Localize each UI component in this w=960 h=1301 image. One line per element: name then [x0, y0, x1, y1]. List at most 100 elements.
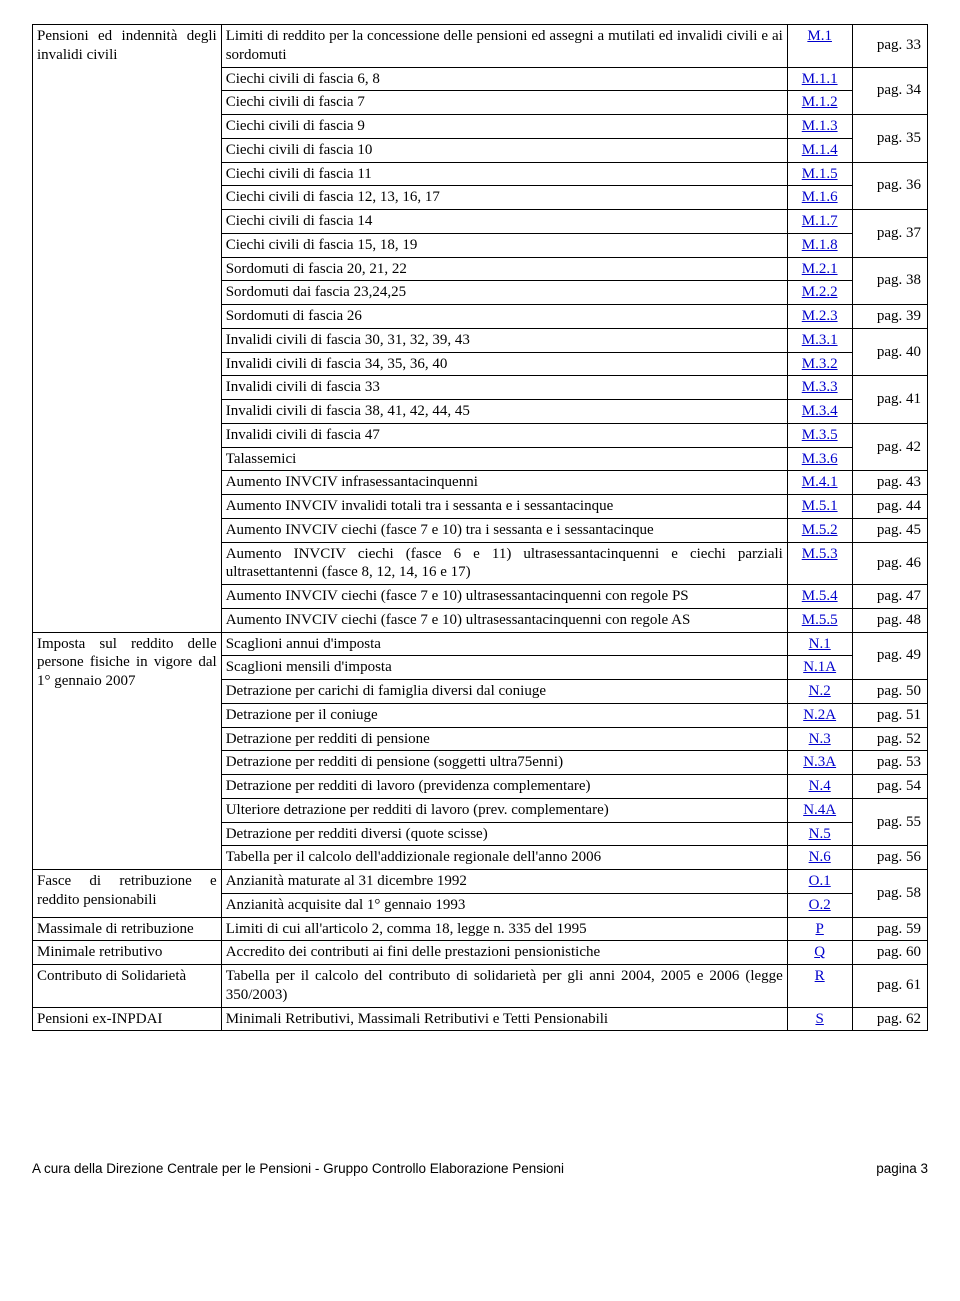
description-cell: Limiti di reddito per la concessione del…	[221, 25, 787, 68]
code-link[interactable]: N.4	[809, 778, 831, 794]
code-link[interactable]: M.3.5	[802, 427, 838, 443]
table-row: Pensioni ed indennità degli invalidi civ…	[33, 25, 928, 68]
code-cell: P	[787, 917, 852, 941]
section-cell: Massimale di retribuzione	[33, 917, 222, 941]
description-cell: Aumento INVCIV ciechi (fasce 7 e 10) ult…	[221, 608, 787, 632]
description-cell: Detrazione per redditi di pensione	[221, 727, 787, 751]
table-row: Pensioni ex-INPDAIMinimali Retributivi, …	[33, 1007, 928, 1031]
code-link[interactable]: N.2	[809, 683, 831, 699]
page-cell: pag. 44	[852, 495, 928, 519]
code-link[interactable]: R	[815, 968, 825, 984]
code-link[interactable]: M.1.5	[802, 166, 838, 182]
code-link[interactable]: M.4.1	[802, 474, 838, 490]
code-cell: M.1	[787, 25, 852, 68]
code-link[interactable]: M.5.4	[802, 588, 838, 604]
code-cell: M.1.6	[787, 186, 852, 210]
code-link[interactable]: M.5.3	[802, 546, 838, 562]
code-link[interactable]: N.1	[809, 636, 831, 652]
description-cell: Aumento INVCIV ciechi (fasce 7 e 10) tra…	[221, 518, 787, 542]
description-cell: Invalidi civili di fascia 33	[221, 376, 787, 400]
code-link[interactable]: M.1.6	[802, 189, 838, 205]
code-link[interactable]: N.5	[809, 826, 831, 842]
code-link[interactable]: M.3.2	[802, 356, 838, 372]
description-cell: Ciechi civili di fascia 7	[221, 91, 787, 115]
code-link[interactable]: M.1.3	[802, 118, 838, 134]
code-cell: M.3.6	[787, 447, 852, 471]
index-table: Pensioni ed indennità degli invalidi civ…	[32, 24, 928, 1031]
description-cell: Ciechi civili di fascia 11	[221, 162, 787, 186]
page-cell: pag. 59	[852, 917, 928, 941]
description-cell: Detrazione per carichi di famiglia diver…	[221, 680, 787, 704]
code-cell: N.2	[787, 680, 852, 704]
code-link[interactable]: O.1	[809, 873, 831, 889]
code-link[interactable]: M.1	[807, 28, 832, 44]
code-link[interactable]: O.2	[809, 897, 831, 913]
code-link[interactable]: M.3.4	[802, 403, 838, 419]
page-cell: pag. 47	[852, 585, 928, 609]
code-link[interactable]: N.6	[809, 849, 831, 865]
page-cell: pag. 38	[852, 257, 928, 305]
page-cell: pag. 53	[852, 751, 928, 775]
description-cell: Invalidi civili di fascia 47	[221, 423, 787, 447]
code-cell: N.6	[787, 846, 852, 870]
page-cell: pag. 50	[852, 680, 928, 704]
description-cell: Tabella per il calcolo dell'addizionale …	[221, 846, 787, 870]
code-link[interactable]: M.5.2	[802, 522, 838, 538]
page-cell: pag. 42	[852, 423, 928, 471]
description-cell: Invalidi civili di fascia 38, 41, 42, 44…	[221, 400, 787, 424]
description-cell: Ciechi civili di fascia 6, 8	[221, 67, 787, 91]
code-link[interactable]: S	[815, 1011, 823, 1027]
code-link[interactable]: M.1.8	[802, 237, 838, 253]
code-link[interactable]: M.3.1	[802, 332, 838, 348]
code-link[interactable]: N.3A	[803, 754, 836, 770]
code-cell: M.3.2	[787, 352, 852, 376]
table-row: Minimale retributivoAccredito dei contri…	[33, 941, 928, 965]
code-cell: N.3A	[787, 751, 852, 775]
description-cell: Ciechi civili di fascia 15, 18, 19	[221, 233, 787, 257]
code-cell: M.5.3	[787, 542, 852, 585]
code-link[interactable]: M.5.1	[802, 498, 838, 514]
table-row: Imposta sul reddito delle persone fisich…	[33, 632, 928, 656]
page-cell: pag. 60	[852, 941, 928, 965]
code-cell: S	[787, 1007, 852, 1031]
code-cell: M.1.2	[787, 91, 852, 115]
code-link[interactable]: N.4A	[803, 802, 836, 818]
code-link[interactable]: M.2.1	[802, 261, 838, 277]
page-cell: pag. 40	[852, 328, 928, 376]
description-cell: Sordomuti di fascia 20, 21, 22	[221, 257, 787, 281]
page-cell: pag. 54	[852, 775, 928, 799]
code-cell: M.5.1	[787, 495, 852, 519]
code-link[interactable]: M.1.2	[802, 94, 838, 110]
page-cell: pag. 43	[852, 471, 928, 495]
page-cell: pag. 55	[852, 798, 928, 846]
description-cell: Sordomuti di fascia 26	[221, 305, 787, 329]
code-link[interactable]: M.1.7	[802, 213, 838, 229]
code-link[interactable]: M.2.3	[802, 308, 838, 324]
code-cell: N.4A	[787, 798, 852, 822]
code-link[interactable]: M.3.6	[802, 451, 838, 467]
page-cell: pag. 37	[852, 210, 928, 258]
code-link[interactable]: M.2.2	[802, 284, 838, 300]
code-cell: M.5.2	[787, 518, 852, 542]
page-cell: pag. 49	[852, 632, 928, 680]
code-link[interactable]: P	[815, 921, 823, 937]
section-cell: Imposta sul reddito delle persone fisich…	[33, 632, 222, 870]
description-cell: Aumento INVCIV ciechi (fasce 7 e 10) ult…	[221, 585, 787, 609]
code-link[interactable]: M.1.1	[802, 71, 838, 87]
code-cell: O.2	[787, 893, 852, 917]
code-cell: M.5.5	[787, 608, 852, 632]
code-link[interactable]: Q	[814, 944, 825, 960]
section-cell: Pensioni ed indennità degli invalidi civ…	[33, 25, 222, 633]
code-link[interactable]: N.2A	[803, 707, 836, 723]
section-cell: Fasce di retribuzione e reddito pensiona…	[33, 870, 222, 918]
table-row: Contributo di SolidarietàTabella per il …	[33, 965, 928, 1008]
code-link[interactable]: N.1A	[803, 659, 836, 675]
code-link[interactable]: N.3	[809, 731, 831, 747]
description-cell: Anzianità maturate al 31 dicembre 1992	[221, 870, 787, 894]
page-cell: pag. 34	[852, 67, 928, 115]
code-link[interactable]: M.1.4	[802, 142, 838, 158]
code-link[interactable]: M.5.5	[802, 612, 838, 628]
description-cell: Ciechi civili di fascia 12, 13, 16, 17	[221, 186, 787, 210]
code-link[interactable]: M.3.3	[802, 379, 838, 395]
description-cell: Ciechi civili di fascia 14	[221, 210, 787, 234]
